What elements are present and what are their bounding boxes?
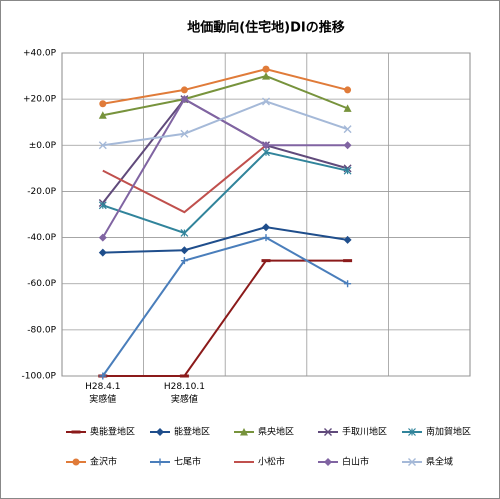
y-tick-label: +40.0P bbox=[23, 49, 57, 59]
marker bbox=[262, 65, 270, 73]
legend-item: 小松市 bbox=[234, 456, 285, 468]
y-tick-label: +20.0P bbox=[23, 95, 57, 105]
marker bbox=[180, 246, 189, 255]
marker bbox=[262, 223, 270, 232]
x-tick-label: H28.4.1 実感値 bbox=[85, 382, 120, 405]
y-tick-label: -20.0P bbox=[27, 187, 56, 197]
y-tick-label: ±0.0P bbox=[29, 141, 57, 151]
legend-label: 能登地区 bbox=[174, 426, 210, 438]
marker bbox=[180, 95, 189, 104]
marker bbox=[408, 458, 416, 466]
marker bbox=[343, 104, 352, 112]
marker bbox=[408, 428, 416, 436]
marker bbox=[262, 97, 270, 106]
series-line bbox=[102, 100, 348, 147]
marker bbox=[98, 141, 107, 150]
marker bbox=[261, 259, 271, 263]
legend-label: 白山市 bbox=[342, 456, 369, 468]
marker bbox=[343, 235, 352, 244]
legend-item: 奥能登地区 bbox=[66, 426, 135, 438]
marker bbox=[98, 248, 107, 257]
marker bbox=[324, 428, 332, 436]
legend-item: 能登地区 bbox=[150, 426, 210, 438]
series-line bbox=[102, 68, 348, 105]
y-tick-label: -60.0P bbox=[27, 279, 56, 289]
legend-label: 金沢市 bbox=[90, 456, 117, 468]
series-line bbox=[102, 144, 267, 214]
marker bbox=[343, 166, 352, 175]
legend-item: 金沢市 bbox=[66, 456, 117, 468]
legend-label: 奥能登地区 bbox=[90, 426, 135, 438]
chart-title: 地価動向(住宅地)DIの推移 bbox=[187, 20, 345, 36]
marker bbox=[98, 233, 107, 242]
marker bbox=[344, 86, 352, 94]
y-tick-label: -100.0P bbox=[22, 372, 57, 382]
legend-label: 県全域 bbox=[426, 456, 453, 468]
marker bbox=[99, 100, 107, 108]
marker bbox=[180, 229, 189, 237]
series-line bbox=[101, 236, 349, 377]
marker bbox=[72, 458, 80, 466]
marker bbox=[99, 372, 107, 380]
legend-label: 小松市 bbox=[258, 456, 285, 468]
legend-item: 白山市 bbox=[318, 456, 369, 468]
series-line bbox=[102, 75, 348, 117]
marker bbox=[98, 201, 107, 210]
legend-item: 南加賀地区 bbox=[402, 426, 471, 438]
series-line bbox=[102, 226, 348, 254]
marker bbox=[179, 374, 189, 378]
marker bbox=[343, 125, 352, 134]
x-tick-label: H28.10.1 実感値 bbox=[164, 382, 205, 405]
marker bbox=[343, 141, 352, 150]
legend-label: 手取川地区 bbox=[342, 426, 387, 438]
marker bbox=[240, 428, 248, 436]
marker bbox=[324, 458, 332, 466]
marker bbox=[71, 430, 81, 434]
legend-label: 南加賀地区 bbox=[426, 426, 471, 438]
marker bbox=[262, 148, 270, 157]
legend-item: 県全域 bbox=[402, 456, 453, 468]
marker bbox=[156, 458, 164, 466]
marker bbox=[180, 257, 188, 265]
marker bbox=[343, 259, 353, 263]
y-tick-label: -80.0P bbox=[27, 325, 56, 335]
legend-label: 県央地区 bbox=[258, 426, 294, 438]
series-line bbox=[101, 97, 348, 239]
marker bbox=[262, 234, 270, 242]
legend-label: 七尾市 bbox=[174, 456, 201, 468]
series-line bbox=[102, 151, 348, 235]
marker bbox=[344, 280, 352, 288]
marker bbox=[180, 129, 189, 138]
marker bbox=[98, 111, 107, 119]
marker bbox=[262, 72, 270, 80]
marker bbox=[262, 141, 270, 150]
legend-item: 県央地区 bbox=[234, 426, 294, 438]
marker bbox=[156, 428, 164, 436]
legend-item: 手取川地区 bbox=[318, 426, 387, 438]
y-tick-label: -40.0P bbox=[27, 233, 56, 243]
legend-item: 七尾市 bbox=[150, 456, 201, 468]
marker bbox=[180, 86, 188, 94]
